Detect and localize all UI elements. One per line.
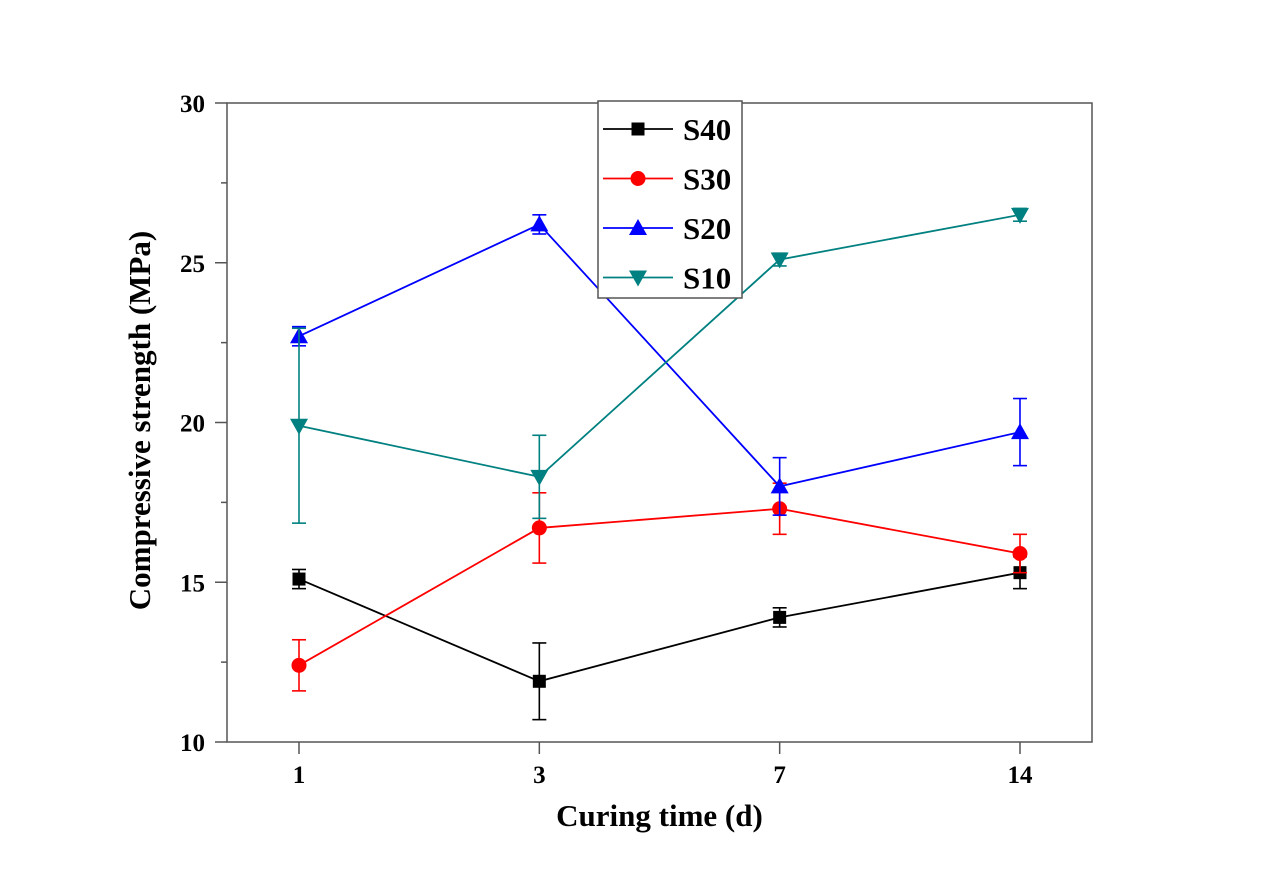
legend-box	[597, 100, 743, 299]
y-tick-label: 30	[180, 91, 205, 118]
x-tick-label: 3	[533, 762, 546, 789]
legend-item: S10	[603, 261, 731, 296]
data-point	[531, 520, 547, 536]
legend-label: S20	[683, 211, 731, 246]
data-point	[530, 469, 549, 486]
legend: S40 S30 S20 S10	[597, 100, 743, 299]
legend-item: S20	[603, 211, 731, 246]
series-line	[298, 507, 1021, 667]
x-axis-title: Curing time (d)	[556, 798, 763, 833]
series-s40	[292, 555, 1027, 721]
legend-item: S40	[603, 112, 731, 147]
series-line	[298, 223, 1021, 488]
legend-label: S10	[683, 261, 731, 296]
data-point	[290, 418, 308, 435]
legend-marker	[629, 270, 647, 287]
y-tick-label: 10	[180, 730, 205, 757]
x-tick-label: 7	[773, 762, 786, 789]
legend-marker	[631, 122, 645, 136]
y-tick-label: 20	[180, 411, 205, 438]
legend-item: S30	[603, 162, 731, 197]
data-point	[1010, 207, 1029, 224]
data-point	[530, 215, 549, 232]
data-point	[532, 674, 546, 688]
y-axis-title: Compressive strength (MPa)	[122, 231, 157, 610]
series-layer	[290, 207, 1029, 721]
x-tick-label: 1	[293, 762, 306, 789]
data-point	[770, 252, 789, 269]
data-point	[292, 572, 306, 586]
legend-marker	[630, 171, 646, 186]
data-point	[773, 610, 787, 624]
series-s10	[290, 207, 1029, 524]
legend-label: S40	[683, 112, 731, 147]
legend-label: S30	[683, 162, 731, 197]
series-s30	[291, 482, 1028, 692]
data-point	[770, 477, 789, 494]
x-tick-label: 14	[1007, 762, 1033, 789]
y-tick-label: 15	[180, 570, 205, 597]
y-tick-label: 25	[180, 251, 205, 278]
series-line	[298, 571, 1021, 683]
data-point	[291, 657, 307, 673]
data-point	[1010, 423, 1029, 440]
data-point	[1012, 545, 1028, 561]
legend-marker	[629, 219, 647, 235]
series-line	[298, 213, 1021, 478]
series-s20	[290, 214, 1029, 516]
